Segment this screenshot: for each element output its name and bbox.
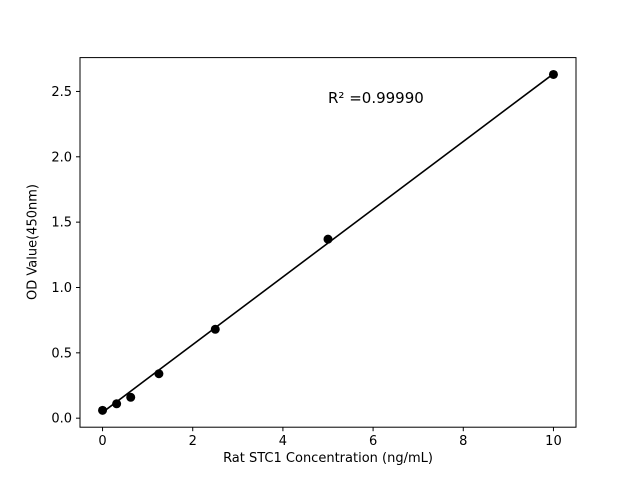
data-point xyxy=(210,324,220,334)
data-point xyxy=(323,234,333,244)
data-point xyxy=(126,392,136,402)
x-tick-label: 6 xyxy=(369,434,377,449)
x-tick-label: 10 xyxy=(545,434,562,449)
y-tick-label: 2.5 xyxy=(51,85,72,100)
r-squared-annotation: R² =0.99990 xyxy=(328,89,424,107)
x-tick-label: 8 xyxy=(459,434,467,449)
data-point xyxy=(154,369,164,379)
y-tick-label: 1.5 xyxy=(51,216,72,231)
y-axis-label: OD Value(450nm) xyxy=(25,184,41,300)
plot-border xyxy=(79,57,577,428)
y-tick-label: 2.0 xyxy=(51,150,72,165)
data-point xyxy=(112,399,122,409)
y-tick-label: 0.0 xyxy=(51,412,72,427)
x-tick-label: 4 xyxy=(279,434,287,449)
x-axis-label: Rat STC1 Concentration (ng/mL) xyxy=(223,451,433,466)
x-tick-label: 2 xyxy=(189,434,197,449)
x-tick-label: 0 xyxy=(98,434,106,449)
y-tick-label: 1.0 xyxy=(51,281,72,296)
data-point xyxy=(98,405,108,415)
data-point xyxy=(548,69,558,79)
y-tick-label: 0.5 xyxy=(51,346,72,361)
